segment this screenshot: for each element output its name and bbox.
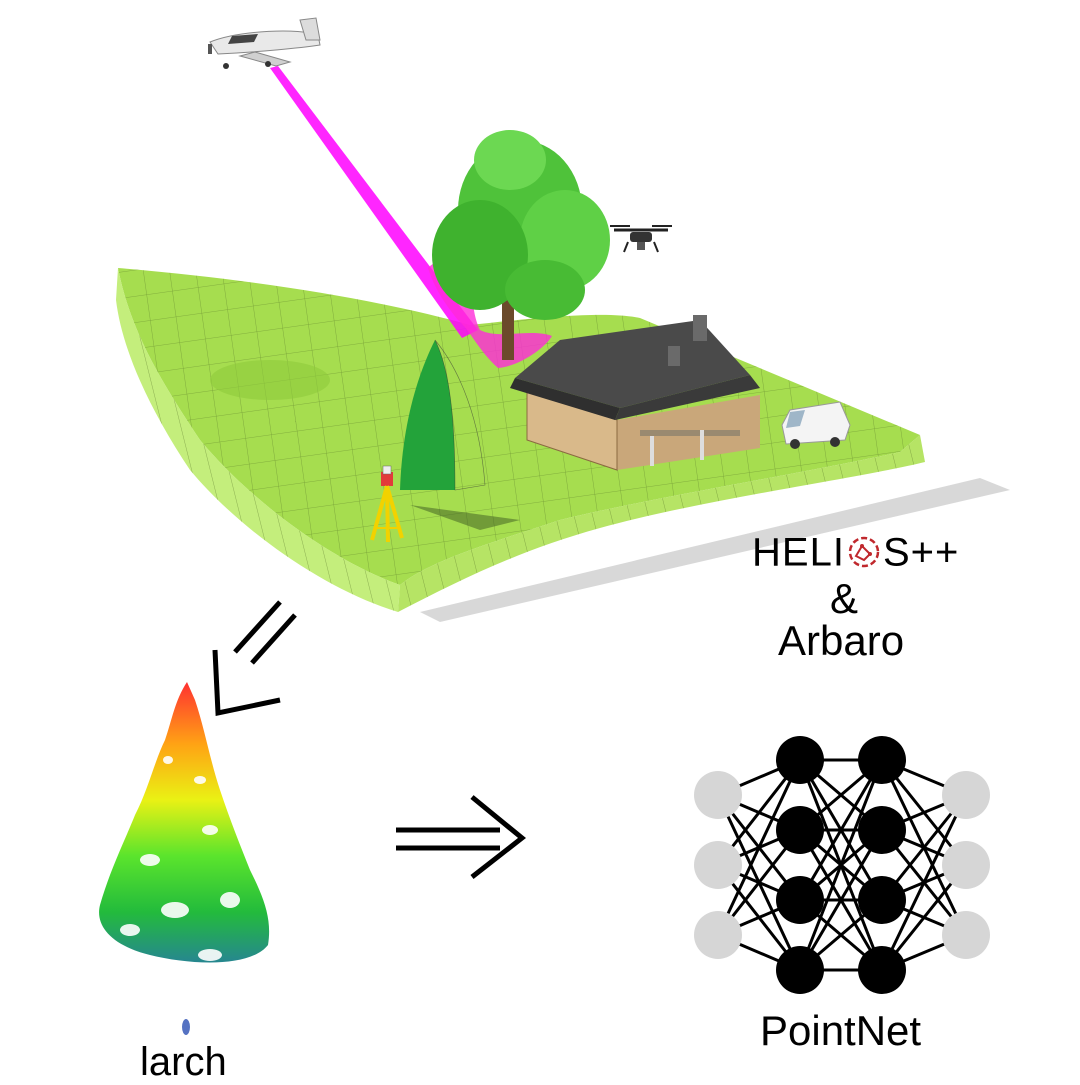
deciduous-tree — [432, 130, 610, 360]
airplane-icon — [208, 17, 321, 69]
van-icon — [781, 401, 851, 449]
conifer-tree — [400, 339, 520, 530]
helios-logo-icon — [848, 537, 880, 568]
arrow-down-left-icon — [212, 600, 297, 717]
pointnet-network-diagram — [694, 736, 990, 994]
house-icon — [510, 315, 760, 471]
arbaro-label: Arbaro — [778, 617, 905, 664]
drone-icon — [610, 225, 672, 253]
helios-title: HELI S++ — [752, 530, 959, 572]
arrow-right-icon — [396, 795, 527, 879]
terrain — [116, 268, 925, 612]
larch-point-cloud — [99, 682, 270, 1035]
species-label: larch — [140, 1040, 227, 1084]
helios-title-prefix: HELI — [752, 530, 845, 575]
network-label: PointNet — [760, 1007, 922, 1054]
tripod-scanner-icon — [370, 465, 404, 543]
terrain-shadow — [420, 478, 1010, 622]
helios-title-suffix: S++ — [882, 530, 960, 575]
laser-beam — [270, 66, 478, 338]
ampersand-label: & — [830, 575, 859, 622]
